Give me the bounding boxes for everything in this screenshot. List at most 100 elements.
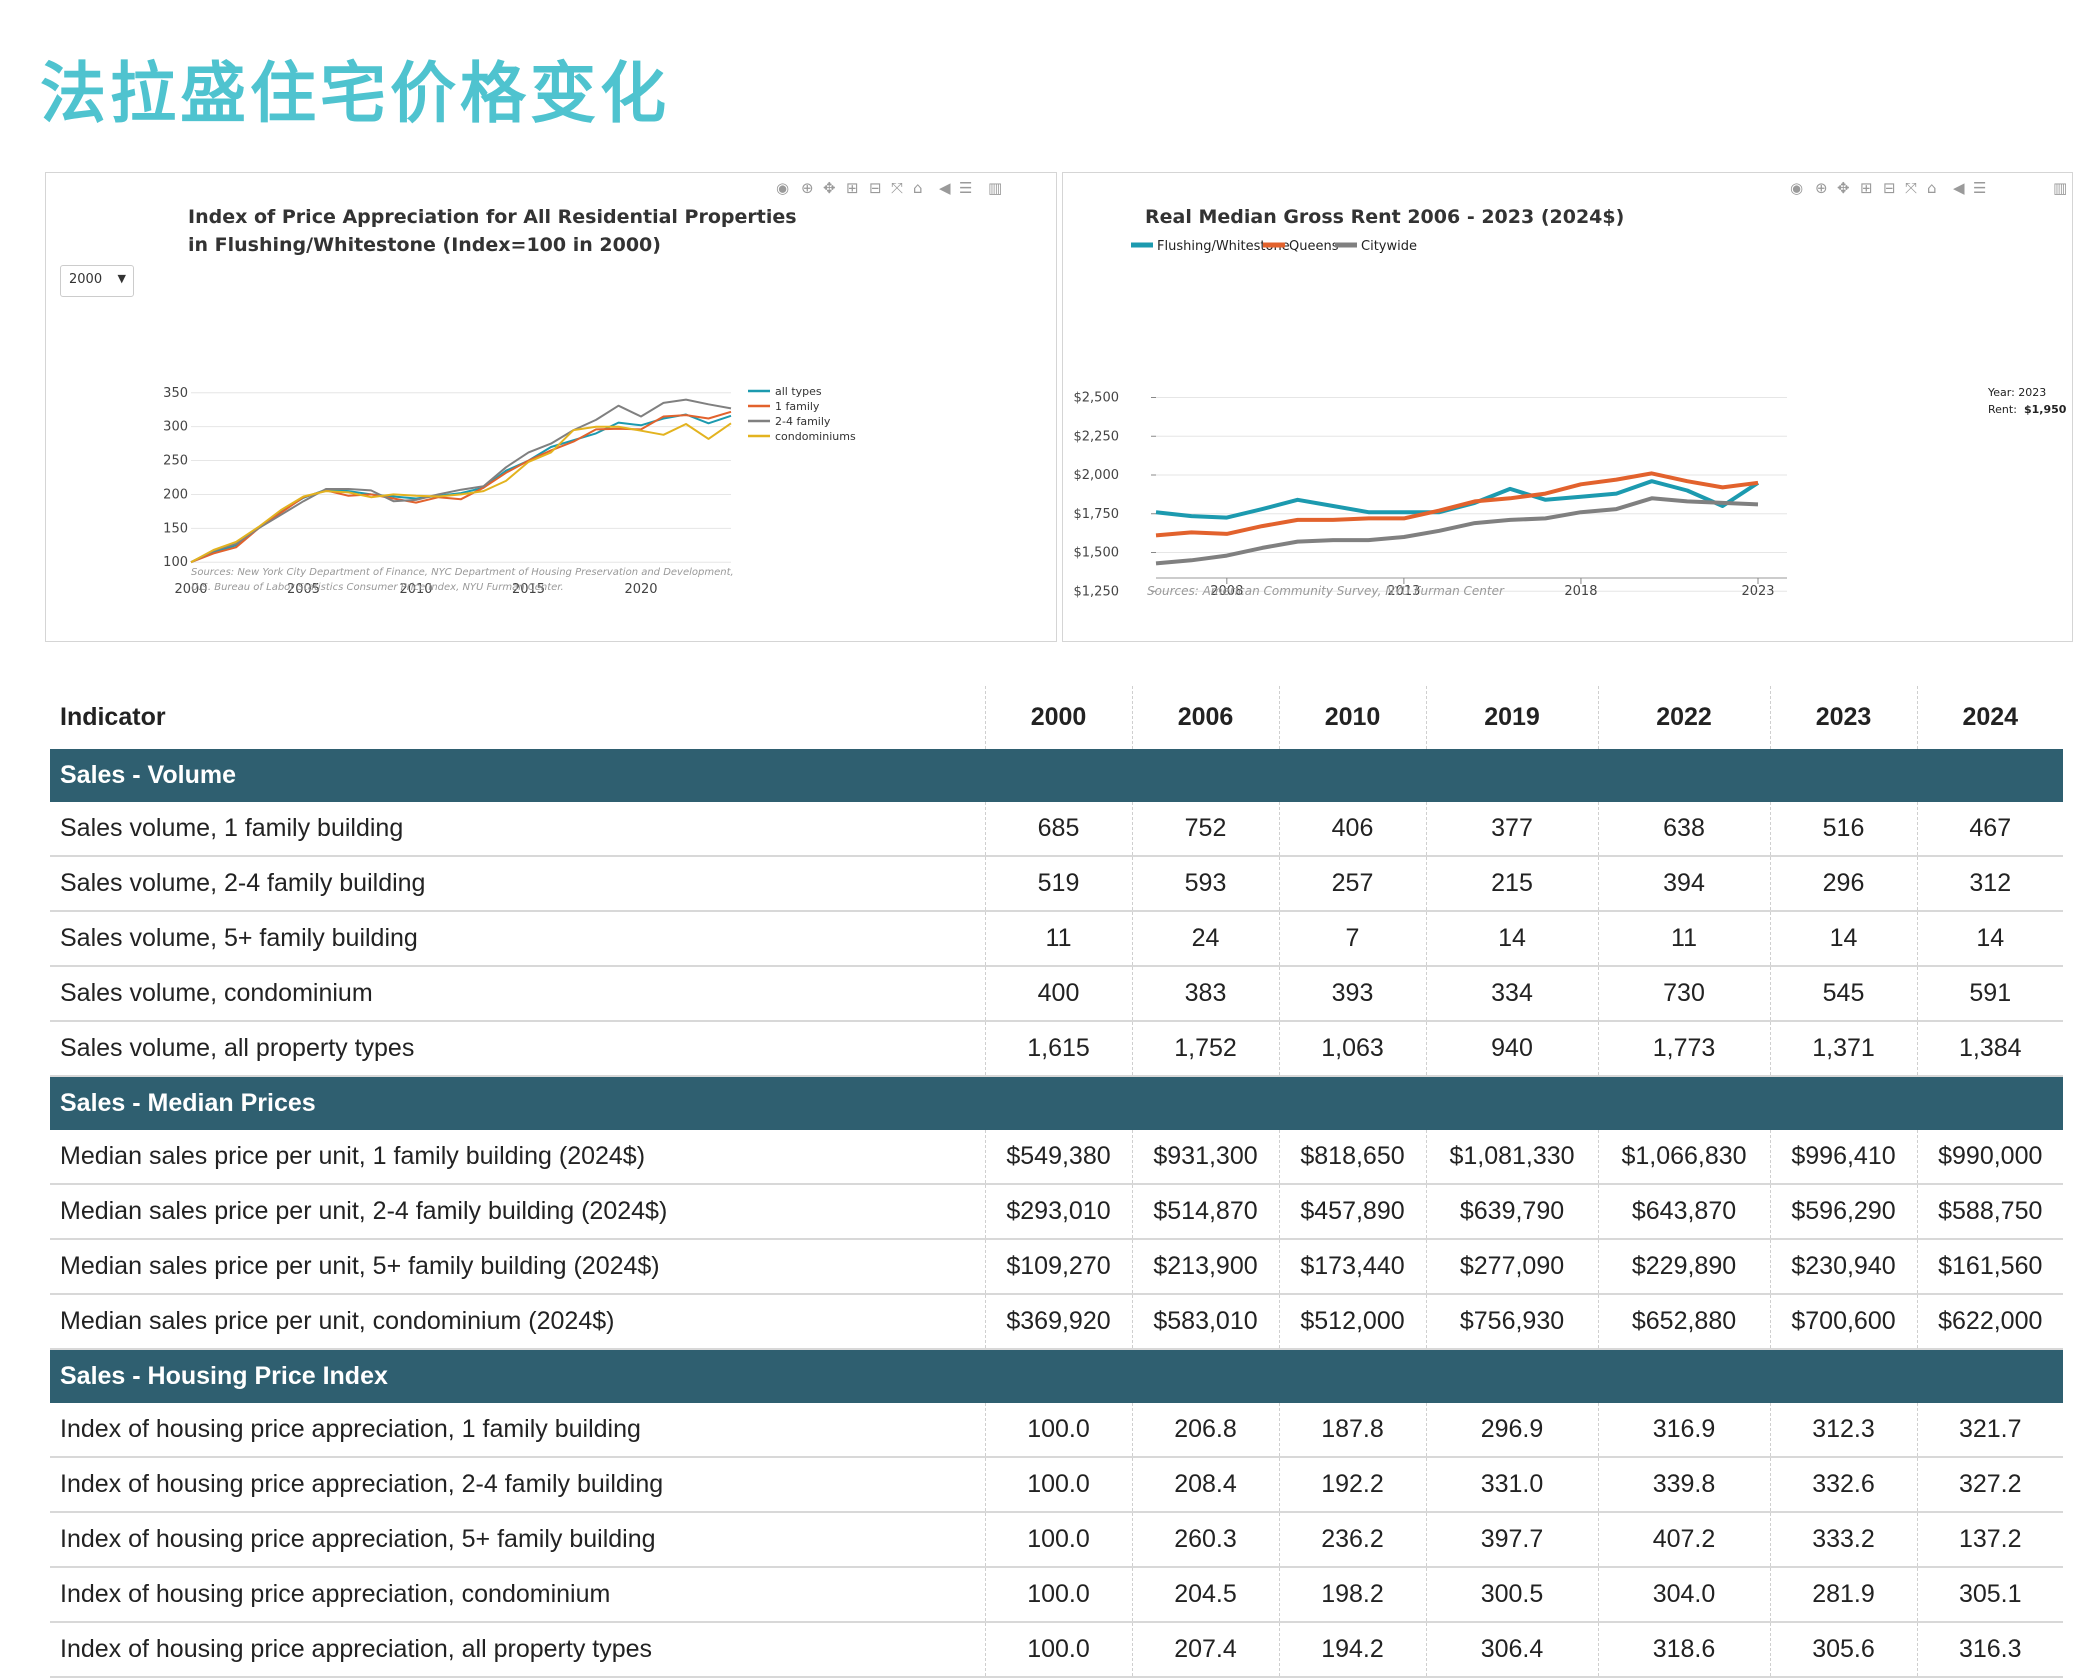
table-cell: $818,650	[1278, 1130, 1426, 1185]
row-label: Index of housing price appreciation, con…	[50, 1567, 985, 1623]
year-dropdown[interactable]: 2000 ▼	[60, 265, 134, 297]
hover-compare-icon[interactable]: ☰	[1973, 179, 1986, 197]
plotly-logo-icon[interactable]: ▥	[988, 179, 1002, 197]
x-tick-label: 2010	[399, 582, 432, 597]
table-cell: 208.4	[1131, 1457, 1279, 1513]
table-cell: 100.0	[984, 1403, 1132, 1458]
chart-title: Real Median Gross Rent 2006 - 2023 (2024…	[1145, 206, 1624, 228]
dropdown-arrow-icon: ▼	[117, 272, 126, 285]
zoom-in-icon[interactable]: ⊞	[1860, 179, 1873, 197]
hover-rent-value: $1,950	[2024, 403, 2067, 416]
series-line-all-types	[190, 413, 732, 564]
table-cell: 406	[1278, 802, 1426, 857]
autoscale-icon[interactable]: ⤧	[891, 179, 903, 197]
table-cell: $213,900	[1131, 1239, 1279, 1295]
section-title: Sales - Volume	[50, 749, 2063, 802]
hover-compare-icon[interactable]: ☰	[959, 179, 972, 197]
table-cell: 1,773	[1597, 1021, 1770, 1077]
legend-label: 1 family	[775, 400, 820, 413]
y-tick-label: 350	[163, 386, 188, 401]
row-label: Median sales price per unit, 5+ family b…	[50, 1239, 985, 1295]
header-year: 2019	[1425, 686, 1598, 749]
modebar: ◉ ⊕ ✥ ⊞ ⊟ ⤧ ⌂ ◀ ☰ ▥	[776, 179, 1002, 197]
row-label: Index of housing price appreciation, 2-4…	[50, 1457, 985, 1513]
pan-icon[interactable]: ✥	[1837, 179, 1850, 197]
row-label: Index of housing price appreciation, 5+ …	[50, 1512, 985, 1568]
table-cell: 591	[1916, 966, 2063, 1022]
legend: all types 1 family 2-4 family condominiums	[748, 385, 856, 443]
header-indicator: Indicator	[60, 703, 166, 731]
hover-closest-icon[interactable]: ◀	[1953, 179, 1965, 197]
median-rent-chart-panel: ◉ ⊕ ✥ ⊞ ⊟ ⤧ ⌂ ◀ ☰ ▥ Real Median Gross Re…	[1062, 172, 2073, 642]
table-cell: 730	[1597, 966, 1770, 1022]
pan-icon[interactable]: ✥	[823, 179, 836, 197]
header-year: 2024	[1916, 686, 2063, 749]
home-icon[interactable]: ⌂	[913, 179, 923, 197]
zoom-out-icon[interactable]: ⊟	[869, 179, 882, 197]
table-cell: 394	[1597, 856, 1770, 912]
y-tick-label: 150	[163, 521, 188, 536]
table-cell: 306.4	[1425, 1622, 1598, 1678]
table-cell: $996,410	[1769, 1130, 1917, 1185]
table-row: Index of housing price appreciation, con…	[50, 1567, 2063, 1623]
table-cell: 685	[984, 802, 1132, 857]
table-row: Median sales price per unit, 2-4 family …	[50, 1184, 2063, 1240]
table-cell: 236.2	[1278, 1512, 1426, 1568]
table-cell: 397.7	[1425, 1512, 1598, 1568]
x-tick-label: 2000	[174, 582, 207, 597]
table-cell: 14	[1769, 911, 1917, 967]
x-axis-ticks: 2008 2013 2018 2023	[1156, 577, 1787, 599]
y-tick-label: $2,250	[1074, 429, 1120, 444]
table-cell: 206.8	[1131, 1403, 1279, 1458]
header-year: 2006	[1131, 686, 1279, 749]
table-row: Sales volume, 1 family building 685 752 406…	[50, 802, 2063, 857]
table-cell: 940	[1425, 1021, 1598, 1077]
table-cell: 137.2	[1916, 1512, 2063, 1568]
y-tick-label: 250	[163, 454, 188, 469]
camera-icon[interactable]: ◉	[1790, 179, 1803, 197]
table-cell: 752	[1131, 802, 1279, 857]
series-line-queens	[1155, 471, 1759, 538]
table-cell: 7	[1278, 911, 1426, 967]
zoom-in-icon[interactable]: ⊞	[846, 179, 859, 197]
price-index-chart-panel: ◉ ⊕ ✥ ⊞ ⊟ ⤧ ⌂ ◀ ☰ ▥ Index of Price Appre…	[45, 172, 1057, 642]
table-cell: 194.2	[1278, 1622, 1426, 1678]
y-tick-label: 200	[163, 487, 188, 502]
price-index-chart: ◉ ⊕ ✥ ⊞ ⊟ ⤧ ⌂ ◀ ☰ ▥ Index of Price Appre…	[163, 179, 1002, 597]
table-row: Index of housing price appreciation, 2-4…	[50, 1457, 2063, 1513]
y-tick-label: $1,500	[1074, 546, 1120, 561]
table-cell: 24	[1131, 911, 1279, 967]
series-line-citywide	[1155, 496, 1759, 566]
autoscale-icon[interactable]: ⤧	[1905, 179, 1917, 197]
home-icon[interactable]: ⌂	[1927, 179, 1937, 197]
table-cell: 318.6	[1597, 1622, 1770, 1678]
zoom-out-icon[interactable]: ⊟	[1883, 179, 1896, 197]
table-cell: 1,752	[1131, 1021, 1279, 1077]
y-tick-label: 300	[163, 420, 188, 435]
table-cell: $369,920	[984, 1294, 1132, 1350]
table-cell: $596,290	[1769, 1184, 1917, 1240]
plotly-logo-icon[interactable]: ▥	[2053, 179, 2067, 197]
table-cell: $639,790	[1425, 1184, 1598, 1240]
y-axis-ticks: $1,250 $1,500 $1,750 $2,000 $2,250 $2,500	[1074, 391, 1156, 599]
table-row: Index of housing price appreciation, all…	[50, 1622, 2063, 1678]
zoom-icon[interactable]: ⊕	[1815, 179, 1828, 197]
row-label: Sales volume, 1 family building	[50, 802, 985, 857]
zoom-icon[interactable]: ⊕	[801, 179, 814, 197]
table-cell: $512,000	[1278, 1294, 1426, 1350]
camera-icon[interactable]: ◉	[776, 179, 789, 197]
table-cell: 281.9	[1769, 1567, 1917, 1623]
table-cell: 1,063	[1278, 1021, 1426, 1077]
table-cell: 304.0	[1597, 1567, 1770, 1623]
year-dropdown-value: 2000	[69, 272, 103, 287]
hover-closest-icon[interactable]: ◀	[939, 179, 951, 197]
table-row: Sales volume, 2-4 family building 519 593 2…	[50, 856, 2063, 912]
section-title: Sales - Median Prices	[50, 1076, 2063, 1130]
legend-label: Flushing/Whitestone	[1157, 239, 1290, 254]
table-cell: 100.0	[984, 1622, 1132, 1678]
table-cell: 1,615	[984, 1021, 1132, 1077]
x-tick-label: 2013	[1387, 584, 1420, 599]
page-title: 法拉盛住宅价格变化	[40, 55, 670, 132]
table-cell: 257	[1278, 856, 1426, 912]
table-cell: 312	[1916, 856, 2063, 912]
